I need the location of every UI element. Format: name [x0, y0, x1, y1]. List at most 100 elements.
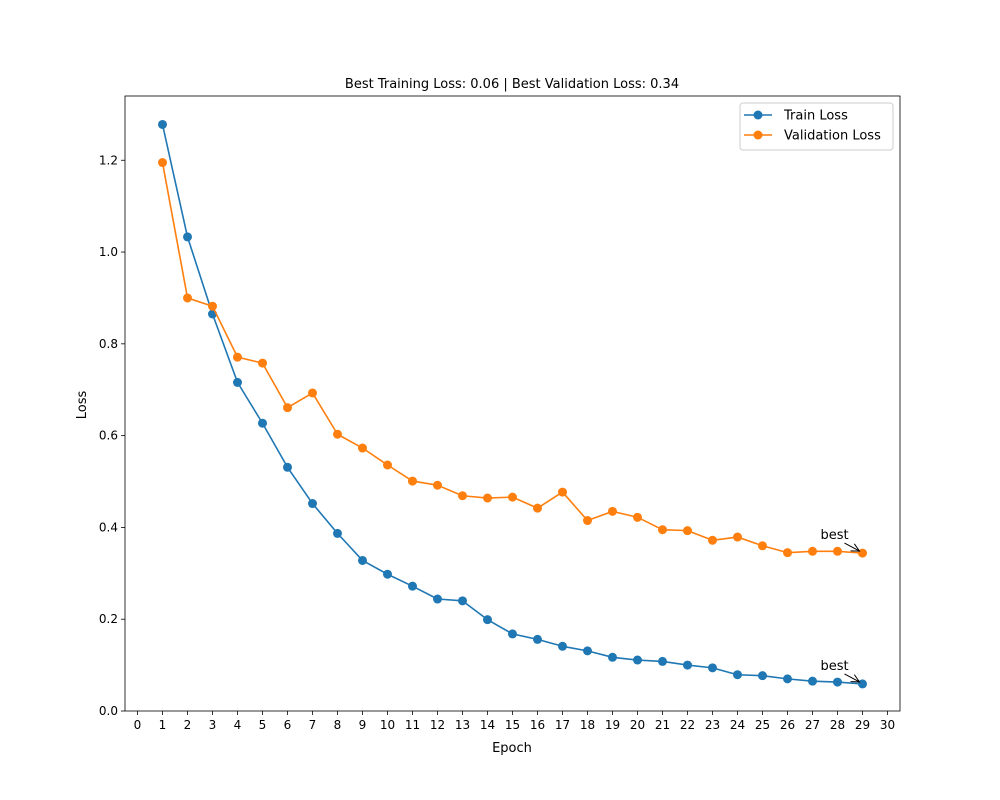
validation-loss-point — [833, 546, 842, 556]
x-tick-label: 14 — [480, 718, 495, 732]
validation-loss-point — [158, 158, 167, 168]
x-tick-label: 13 — [455, 718, 470, 732]
validation-loss-point — [433, 480, 442, 490]
validation-loss-point — [208, 301, 217, 311]
x-tick-label: 15 — [505, 718, 520, 732]
x-tick-label: 25 — [755, 718, 770, 732]
train-loss-point — [483, 615, 492, 625]
x-tick-label: 6 — [284, 718, 292, 732]
y-tick-label: 1.0 — [99, 245, 118, 259]
train-loss-point — [308, 499, 317, 509]
x-tick-label: 5 — [259, 718, 267, 732]
train-loss-point — [458, 596, 467, 606]
legend-label: Validation Loss — [784, 129, 881, 144]
validation-loss-point — [283, 403, 292, 413]
validation-loss-point — [608, 506, 617, 516]
train-loss-point — [533, 634, 542, 644]
x-tick-label: 23 — [705, 718, 720, 732]
x-tick-label: 7 — [309, 718, 317, 732]
plot-frame — [124, 95, 901, 712]
validation-loss-point — [683, 526, 692, 536]
x-tick-label: 30 — [880, 718, 895, 732]
train-loss-point — [708, 663, 717, 673]
train-loss-point — [658, 656, 667, 666]
x-tick-label: 22 — [680, 718, 695, 732]
x-tick-label: 29 — [855, 718, 870, 732]
train-loss-point — [633, 655, 642, 665]
y-tick-label: 0.4 — [99, 520, 118, 534]
x-tick-label: 1 — [159, 718, 167, 732]
legend-label: Train Loss — [783, 109, 848, 124]
validation-loss-point — [508, 492, 517, 502]
x-tick-label: 27 — [805, 718, 820, 732]
x-tick-label: 9 — [359, 718, 367, 732]
train-loss-point — [608, 652, 617, 662]
train-loss-point — [383, 569, 392, 579]
y-tick-label: 0.0 — [99, 704, 118, 718]
best-annotation-label: best — [821, 528, 849, 543]
train-loss-point — [508, 629, 517, 639]
x-tick-label: 2 — [184, 718, 192, 732]
train-loss-point — [333, 528, 342, 538]
validation-loss-point — [708, 535, 717, 545]
validation-loss-point — [808, 546, 817, 556]
train-loss-series — [158, 119, 867, 689]
x-tick-label: 3 — [209, 718, 217, 732]
train-loss-point — [408, 581, 417, 591]
train-loss-point — [358, 555, 367, 565]
x-tick-label: 19 — [605, 718, 620, 732]
x-tick-label: 11 — [405, 718, 420, 732]
validation-loss-point — [458, 491, 467, 501]
y-tick-label: 0.6 — [99, 429, 118, 443]
validation-loss-point — [658, 525, 667, 535]
validation-loss-point — [333, 429, 342, 439]
validation-loss-point — [533, 503, 542, 513]
legend: Train Loss Validation Loss — [739, 102, 894, 151]
best-annotation-arrow — [844, 542, 860, 551]
train-loss-point — [833, 677, 842, 687]
annotations: best best — [821, 528, 860, 682]
validation-loss-point — [583, 516, 592, 526]
y-tick-label: 1.2 — [99, 153, 118, 167]
train-loss-point — [733, 670, 742, 680]
best-annotation-arrow — [844, 673, 860, 682]
validation-loss-point — [858, 548, 867, 558]
x-tick-label: 16 — [530, 718, 545, 732]
x-tick-label: 8 — [334, 718, 342, 732]
x-tick-label: 28 — [830, 718, 845, 732]
train-loss-point — [783, 674, 792, 684]
x-tick-label: 26 — [780, 718, 795, 732]
x-axis-label: Epoch — [492, 741, 532, 756]
validation-loss-point — [633, 512, 642, 522]
x-tick-label: 21 — [655, 718, 670, 732]
validation-loss-point — [483, 493, 492, 503]
train-loss-point — [558, 641, 567, 651]
legend-marker — [753, 130, 763, 140]
y-axis: 0.0 0.2 0.4 0.6 0.8 1.0 1.2 — [99, 153, 125, 718]
legend-marker — [753, 110, 763, 120]
train-loss-point — [858, 679, 867, 689]
train-loss-point — [233, 377, 242, 387]
train-loss-point — [808, 676, 817, 686]
validation-loss-point — [783, 548, 792, 558]
train-loss-point — [583, 646, 592, 656]
validation-loss-series — [158, 158, 867, 558]
x-tick-label: 10 — [380, 718, 395, 732]
x-tick-label: 4 — [234, 718, 242, 732]
chart-title: Best Training Loss: 0.06 | Best Validati… — [345, 77, 679, 92]
train-loss-point — [758, 671, 767, 681]
validation-loss-point — [408, 476, 417, 486]
validation-loss-point — [733, 532, 742, 542]
x-tick-label: 20 — [630, 718, 645, 732]
validation-loss-point — [383, 460, 392, 470]
x-tick-label: 17 — [555, 718, 570, 732]
train-loss-point — [158, 119, 167, 129]
train-loss-point — [283, 462, 292, 472]
train-loss-point — [258, 418, 267, 428]
x-tick-label: 0 — [134, 718, 142, 732]
validation-loss-point — [183, 293, 192, 303]
validation-loss-point — [358, 443, 367, 453]
best-annotation-label: best — [821, 659, 849, 674]
